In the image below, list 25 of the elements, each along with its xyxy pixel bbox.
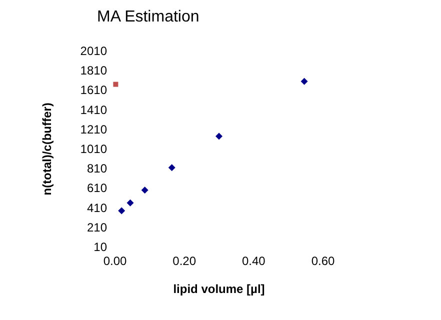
point	[216, 132, 222, 140]
y-tick-label: 1210	[80, 122, 108, 136]
y-tick-label: 1610	[80, 83, 108, 98]
y-tick-label: 410	[86, 200, 108, 215]
y-tick-label: 1010	[80, 142, 108, 156]
x-axis-title: lipid volume [µl]	[173, 282, 265, 296]
point	[300, 78, 308, 85]
y-tick-label: 1410	[80, 102, 108, 117]
x-tick-label: 0.00	[103, 254, 127, 268]
chart-title: MA Estimation	[97, 8, 200, 26]
x-tick-label: 0.40	[242, 254, 266, 268]
x-tick-label: 0.20	[172, 254, 196, 268]
y-tick-label: 2010	[80, 44, 108, 58]
y-tick-label: 610	[86, 181, 108, 196]
point	[118, 207, 126, 214]
y-tick-label: 1810	[80, 64, 108, 78]
y-tick-label: 810	[86, 162, 108, 176]
point	[141, 186, 148, 194]
y-tick-label: 210	[86, 220, 108, 234]
x-tick-label: 0.60	[311, 254, 335, 268]
point	[126, 199, 134, 206]
point	[113, 82, 118, 87]
y-tick-label: 10	[94, 240, 108, 254]
point	[168, 164, 176, 172]
y-axis-title: n(total)/c(buffer)	[40, 102, 54, 196]
